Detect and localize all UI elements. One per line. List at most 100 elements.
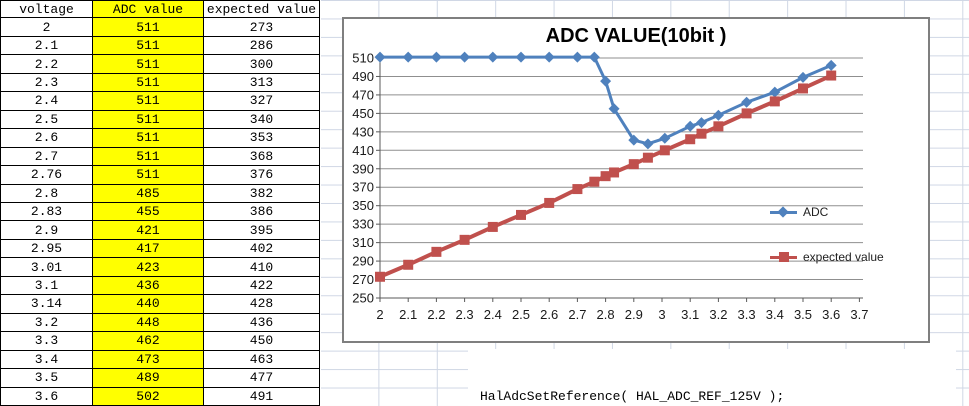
cell-voltage[interactable]: 3.6 (0, 387, 93, 406)
cell-voltage[interactable]: 3.01 (0, 258, 93, 277)
cell-voltage[interactable]: 2.8 (0, 184, 93, 203)
cell-voltage[interactable]: 2.2 (0, 55, 93, 74)
svg-text:2.8: 2.8 (597, 307, 615, 322)
cell-expected-value[interactable]: 353 (204, 129, 320, 148)
cell-expected-value[interactable]: 376 (204, 166, 320, 185)
cell-expected-value[interactable]: 300 (204, 55, 320, 74)
cell-adc-value[interactable]: 448 (93, 313, 204, 333)
svg-text:250: 250 (352, 291, 374, 306)
svg-text:430: 430 (352, 124, 374, 139)
svg-text:410: 410 (352, 143, 374, 158)
cell-voltage[interactable]: 2.9 (0, 221, 93, 240)
cell-adc-value[interactable]: 511 (93, 110, 204, 130)
cell-adc-value[interactable]: 511 (93, 129, 204, 148)
cell-expected-value[interactable]: 410 (204, 258, 320, 277)
cell-expected-value[interactable]: 340 (204, 110, 320, 130)
legend-label-expected-value: expected value (803, 250, 884, 264)
cell-adc-value[interactable]: 511 (93, 73, 204, 93)
cell-expected-value[interactable]: 395 (204, 221, 320, 240)
cell-adc-value[interactable]: 417 (93, 239, 204, 259)
cell-expected-value[interactable]: 402 (204, 239, 320, 259)
legend-item-expected-value: expected value (770, 250, 884, 264)
adc-chart[interactable]: ADC VALUE(10bit ) 250 270 290 310 330 350 370 3… (342, 17, 930, 343)
cell-expected-value[interactable]: 422 (204, 276, 320, 296)
svg-text:3.7: 3.7 (850, 307, 868, 322)
legend-item-adc: ADC (770, 205, 828, 219)
cell-voltage[interactable]: 2.5 (0, 110, 93, 130)
cell-adc-value[interactable]: 511 (93, 92, 204, 111)
code-cell-text[interactable]: HalAdcSetReference( HAL_ADC_REF_125V ); … (468, 349, 957, 406)
svg-text:3.3: 3.3 (738, 307, 756, 322)
header-cell-expected-value[interactable]: expected value (204, 0, 320, 19)
cell-expected-value[interactable]: 273 (204, 18, 320, 37)
header-cell-adc-value[interactable]: ADC value (93, 0, 204, 19)
cell-adc-value[interactable]: 423 (93, 258, 204, 277)
cell-voltage[interactable]: 2.95 (0, 239, 93, 259)
cell-adc-value[interactable]: 421 (93, 221, 204, 240)
cell-adc-value[interactable]: 511 (93, 55, 204, 74)
svg-text:2.3: 2.3 (456, 307, 474, 322)
cell-adc-value[interactable]: 473 (93, 350, 204, 370)
cell-expected-value[interactable]: 436 (204, 313, 320, 333)
cell-voltage[interactable]: 2.76 (0, 166, 93, 185)
cell-adc-value[interactable]: 511 (93, 36, 204, 56)
cell-expected-value[interactable]: 368 (204, 147, 320, 167)
svg-text:290: 290 (352, 254, 374, 269)
legend-label-adc: ADC (803, 205, 829, 219)
cell-adc-value[interactable]: 489 (93, 369, 204, 388)
cell-expected-value[interactable]: 286 (204, 36, 320, 56)
cell-voltage[interactable]: 3.1 (0, 276, 93, 296)
cell-expected-value[interactable]: 313 (204, 73, 320, 93)
cell-expected-value[interactable]: 463 (204, 350, 320, 370)
cell-adc-value[interactable]: 440 (93, 295, 204, 314)
code-line-1[interactable]: HalAdcSetReference( HAL_ADC_REF_125V ); (480, 388, 785, 404)
cell-adc-value[interactable]: 511 (93, 147, 204, 167)
cell-expected-value[interactable]: 386 (204, 202, 320, 222)
cell-voltage[interactable]: 2.83 (0, 202, 93, 222)
cell-voltage[interactable]: 2.6 (0, 129, 93, 148)
cell-expected-value[interactable]: 428 (204, 295, 320, 314)
cell-voltage[interactable]: 2.4 (0, 92, 93, 111)
cell-expected-value[interactable]: 450 (204, 332, 320, 351)
svg-text:2.2: 2.2 (427, 307, 445, 322)
svg-text:370: 370 (352, 180, 374, 195)
cell-voltage[interactable]: 2.7 (0, 147, 93, 167)
cell-voltage[interactable]: 3.2 (0, 313, 93, 333)
cell-voltage[interactable]: 2.3 (0, 73, 93, 93)
svg-text:3.4: 3.4 (766, 307, 784, 322)
cell-adc-value[interactable]: 436 (93, 276, 204, 296)
svg-text:2.9: 2.9 (625, 307, 643, 322)
chart-plot: 250 270 290 310 330 350 370 390 410 430 450 470 490 5… (352, 51, 868, 323)
cell-voltage[interactable]: 3.5 (0, 369, 93, 388)
svg-text:450: 450 (352, 106, 374, 121)
cell-voltage[interactable]: 3.4 (0, 350, 93, 370)
cell-expected-value[interactable]: 477 (204, 369, 320, 388)
svg-text:2.5: 2.5 (512, 307, 530, 322)
legend-line-icon (770, 251, 797, 262)
svg-text:2: 2 (376, 307, 383, 322)
legend-line-icon (770, 205, 797, 218)
cell-adc-value[interactable]: 462 (93, 332, 204, 351)
cell-expected-value[interactable]: 382 (204, 184, 320, 203)
cell-voltage[interactable]: 3.3 (0, 332, 93, 351)
chart-title: ADC VALUE(10bit ) (545, 25, 727, 47)
svg-text:490: 490 (352, 69, 374, 84)
cell-adc-value[interactable]: 455 (93, 202, 204, 222)
svg-text:3.5: 3.5 (794, 307, 812, 322)
cell-adc-value[interactable]: 485 (93, 184, 204, 203)
cell-voltage[interactable]: 2.1 (0, 36, 93, 56)
svg-text:2.4: 2.4 (484, 307, 502, 322)
svg-text:3: 3 (658, 307, 665, 322)
cell-voltage[interactable]: 2 (0, 18, 93, 37)
cell-expected-value[interactable]: 491 (204, 387, 320, 406)
header-cell-voltage[interactable]: voltage (0, 0, 93, 19)
cell-voltage[interactable]: 3.14 (0, 295, 93, 314)
cell-adc-value[interactable]: 511 (93, 166, 204, 185)
svg-text:510: 510 (352, 51, 374, 66)
cell-expected-value[interactable]: 327 (204, 92, 320, 111)
spreadsheet-table: voltage ADC value expected value 2 511 273 2.1… (0, 0, 321, 406)
cell-adc-value[interactable]: 502 (93, 387, 204, 406)
cell-adc-value[interactable]: 511 (93, 18, 204, 37)
diamond-marker-icon (777, 205, 789, 218)
